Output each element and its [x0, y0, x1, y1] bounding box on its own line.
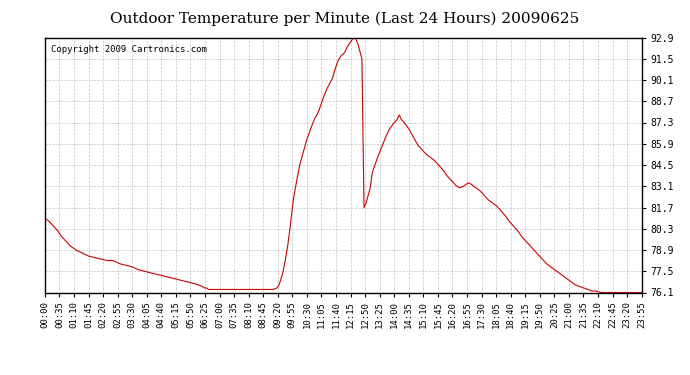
Text: Outdoor Temperature per Minute (Last 24 Hours) 20090625: Outdoor Temperature per Minute (Last 24 … — [110, 11, 580, 26]
Text: Copyright 2009 Cartronics.com: Copyright 2009 Cartronics.com — [51, 45, 207, 54]
